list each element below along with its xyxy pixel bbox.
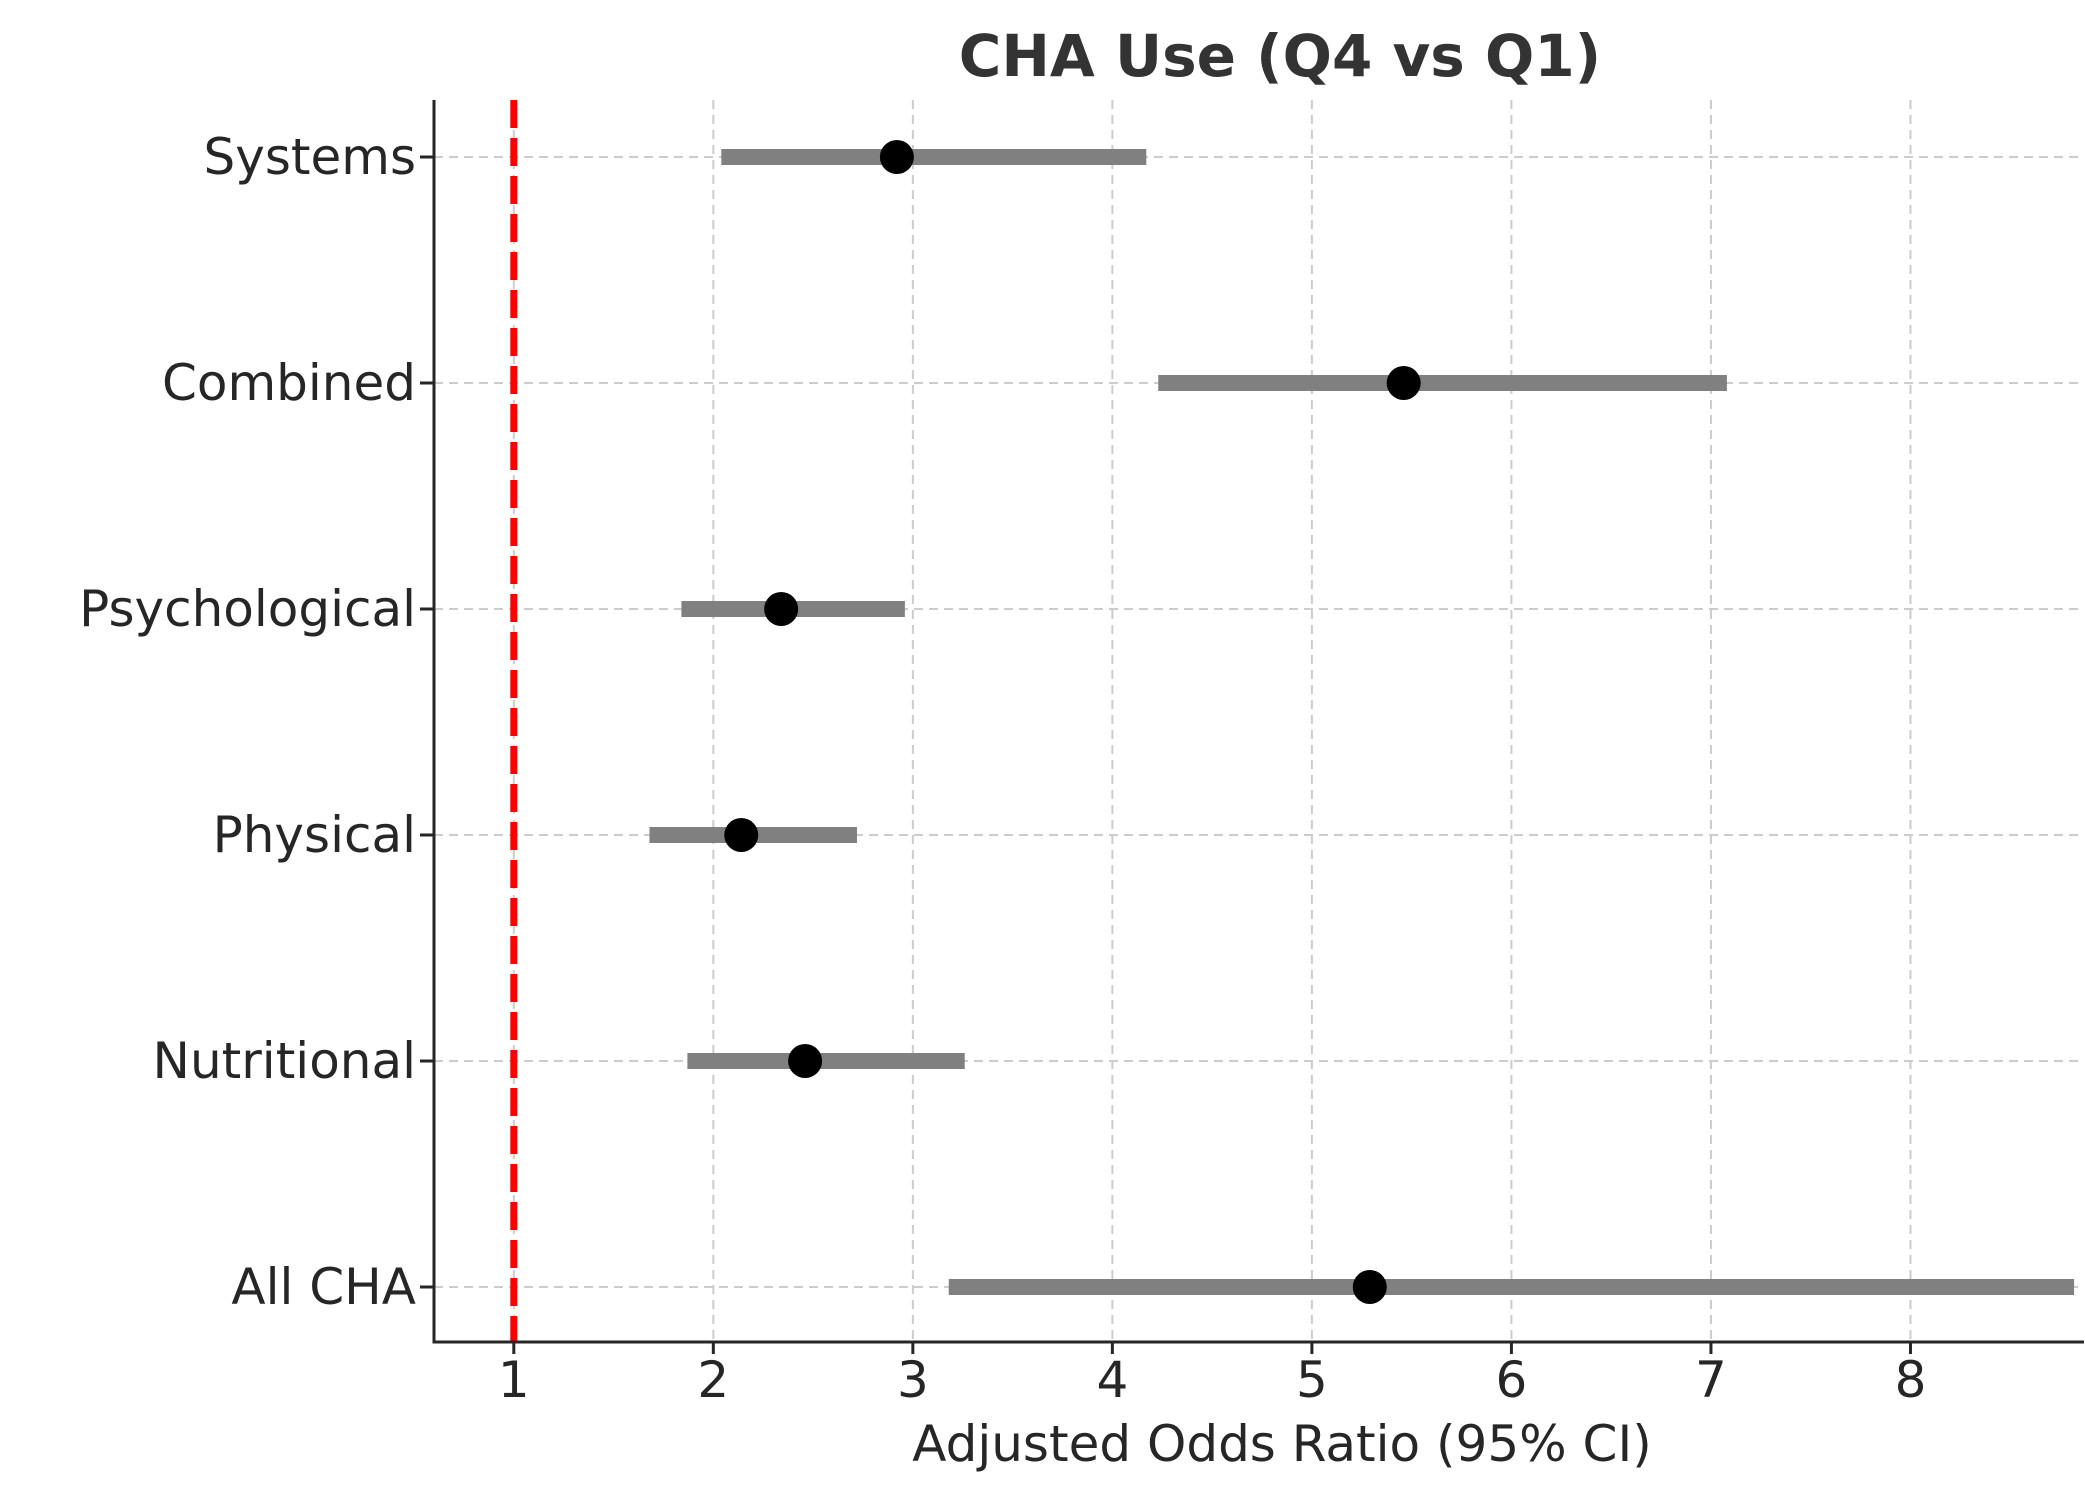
x-tick-label-2: 2 — [697, 1351, 729, 1409]
point-estimate-1 — [1386, 366, 1421, 400]
point-estimate-4 — [788, 1044, 823, 1078]
x-tick-label-6: 6 — [1496, 1351, 1528, 1409]
x-tick-label-4: 4 — [1096, 1351, 1128, 1409]
y-tick-label-0: Systems — [204, 128, 417, 186]
confidence-intervals — [649, 149, 2075, 1295]
y-tick-label-4: Nutritional — [153, 1032, 416, 1090]
x-tick-label-7: 7 — [1695, 1351, 1727, 1409]
y-tick-label-2: Psychological — [79, 580, 416, 638]
chart-title: CHA Use (Q4 vs Q1) — [959, 22, 1601, 90]
point-estimate-0 — [879, 140, 914, 174]
x-axis-label: Adjusted Odds Ratio (95% CI) — [912, 1415, 1651, 1473]
point-estimates — [724, 140, 1421, 1304]
grid-lines — [434, 100, 2084, 1342]
point-estimate-5 — [1352, 1270, 1387, 1304]
point-estimate-3 — [724, 818, 759, 852]
point-estimate-2 — [764, 592, 799, 626]
y-tick-label-1: Combined — [162, 354, 416, 412]
x-tick-label-8: 8 — [1895, 1351, 1927, 1409]
y-tick-label-5: All CHA — [231, 1258, 416, 1316]
y-tick-label-3: Physical — [213, 806, 416, 864]
x-tick-label-1: 1 — [498, 1351, 530, 1409]
x-tick-label-3: 3 — [897, 1351, 929, 1409]
axes: 123456789SystemsCombinedPsychologicalPhy… — [79, 100, 2084, 1409]
x-tick-label-5: 5 — [1296, 1351, 1328, 1409]
